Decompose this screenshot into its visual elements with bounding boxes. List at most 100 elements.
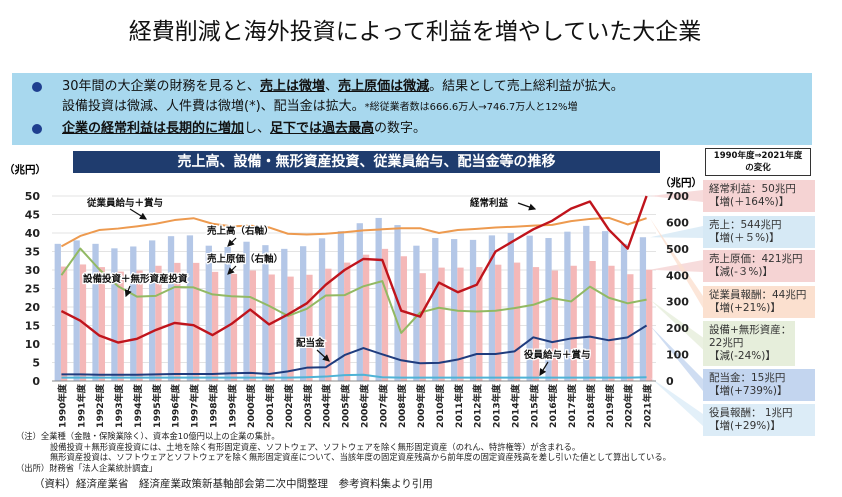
callout-leader [650,226,703,238]
bar-cost-of-sales [249,270,256,381]
y-tick-label-right: 200 [666,322,689,335]
x-tick-label: 1992年度 [94,383,106,428]
bar-sales [526,235,533,381]
arrow-icon [124,285,132,298]
callout-line: 【増(＋164%)】 [709,196,790,208]
summary-bullet-1-line-2: 設備投資は微減、人件費は微増(*)、配当金は拡大。*総従業者数は666.6万人→… [30,97,812,117]
bar-cost-of-sales [400,256,407,381]
bar-sales [413,245,420,381]
annotation-dividends: 配当金 [296,337,325,349]
x-tick-label: 1994年度 [132,383,144,428]
x-tick-label: 2019年度 [604,383,616,428]
bar-cost-of-sales [268,274,275,381]
summary-emphasis: 売上原価は微減 [338,79,430,94]
change-legend-line-2: の変化 [745,163,771,173]
y-axis-label-right: （兆円） [660,176,702,189]
y-tick-label-left: 50 [25,190,41,203]
bar-cost-of-sales [570,265,577,381]
bar-cost-of-sales [532,267,540,381]
arrow-icon [316,349,330,362]
bar-cost-of-sales [513,262,521,381]
bar-sales [583,225,590,381]
y-tick-label-left: 10 [25,338,41,351]
bar-sales [111,248,118,381]
summary-text: 設備投資は微減、人件費は微増(*)、配当金は拡大。 [62,99,365,114]
bar-sales [130,246,137,381]
dividends-line [61,324,648,376]
summary-emphasis: 企業の経常利益は長期的に増加 [62,121,245,136]
callout-box: 売上原価：421兆円 【減(-３%)】 [703,250,815,282]
callout-leader [650,299,703,350]
summary-text: し、 [244,121,271,136]
x-tick-label: 2011年度 [453,383,465,428]
bar-cost-of-sales [211,271,219,381]
bar-cost-of-sales [362,254,370,381]
chart-title: 売上高、設備・無形資産投資、従業員給与、配当金等の推移 [73,151,660,173]
arrow-icon [517,202,537,211]
summary-footnote: *総従業者数は666.6万人→746.7万人と12%増 [364,102,578,113]
callout-box: 配当金：15兆円 【増(+739%)】 [703,369,815,401]
y-tick-label-right: 700 [666,190,689,203]
bar-sales [545,238,552,381]
ordinary-profit-line [60,195,648,344]
summary-text: 。結果として売上総利益が拡大。 [429,79,624,94]
bar-sales [488,235,496,381]
x-tick-label: 2004年度 [321,383,333,428]
x-tick-label: 1993年度 [113,383,125,428]
bar-sales [224,247,231,381]
employee-wages-line [60,216,647,248]
annotation-sales: 売上高（右軸） [207,225,274,237]
callout-line: 22兆円 [709,337,744,349]
bar-cost-of-sales [287,276,294,381]
bar-cost-of-sales [306,274,313,381]
y-tick-label-right: 400 [666,269,689,282]
bar-sales [507,233,514,381]
bar-sales [620,243,628,381]
bar-cost-of-sales [495,264,502,381]
x-tick-label: 2021年度 [642,383,654,428]
bar-sales [564,231,571,381]
callout-leader [650,377,703,426]
y-tick-label-left: 25 [25,283,40,296]
source-citation: （資料）経済産業省 経済産業政策新基軸部会第二次中間整理 参考資料集より引用 [34,478,433,490]
footnote-3: 無形資産投資は、ソフトウェアとソフトウェアを除く無形固定資産について、当該年度の… [50,452,671,462]
bar-sales [205,245,212,381]
footnotes: （注）全業種（金融・保険業除く）、資本金10億円以上の企業の集計。 設備投資＋無… [16,431,671,473]
summary-emphasis: 足下では過去最高 [270,121,375,136]
callout-box: 売上：544兆円 【増(＋５%)】 [703,216,815,248]
bar-cost-of-sales [98,267,105,381]
annotation-ordinary-profit: 経常利益 [470,197,509,209]
arrow-icon [227,265,237,275]
callout-leaders [650,190,703,426]
x-tick-label: 2012年度 [472,383,484,428]
bar-cost-of-sales [551,270,558,381]
bar-sales [149,240,156,381]
bar-cost-of-sales [193,262,200,381]
bar-sales [54,243,61,381]
axes: 0510152025303540455001002003004005006007… [25,190,690,428]
executive-pay-line [61,373,647,379]
x-tick-label: 2000年度 [245,383,257,428]
footnote-1: （注）全業種（金融・保険業除く）、資本金10億円以上の企業の集計。 [16,431,280,441]
bullet-icon [32,124,42,134]
bar-cost-of-sales [627,274,634,381]
line-series [60,195,648,379]
callout-line: 配当金：15兆円 [709,372,786,384]
callout-leader [650,218,703,308]
x-tick-label: 1991年度 [75,383,87,428]
callout-box: 従業員報酬：44兆円 【増(+21%)】 [703,286,815,318]
callout-leader [650,260,703,272]
annotation-capex: 設備投資＋無形資産投資 [83,273,188,285]
x-tick-label: 1998年度 [207,383,219,428]
x-tick-label: 1997年度 [189,383,201,428]
bar-sales [337,231,345,381]
bar-cost-of-sales [117,271,124,381]
callout-box: 役員報酬： 1兆円 【増(+29%)】 [703,404,815,436]
bar-cost-of-sales [344,262,351,381]
x-tick-label: 2010年度 [434,383,446,428]
y-tick-label-left: 15 [25,320,40,333]
callout-line: 【減(-24%)】 [709,350,776,362]
bar-cost-of-sales [155,265,162,381]
